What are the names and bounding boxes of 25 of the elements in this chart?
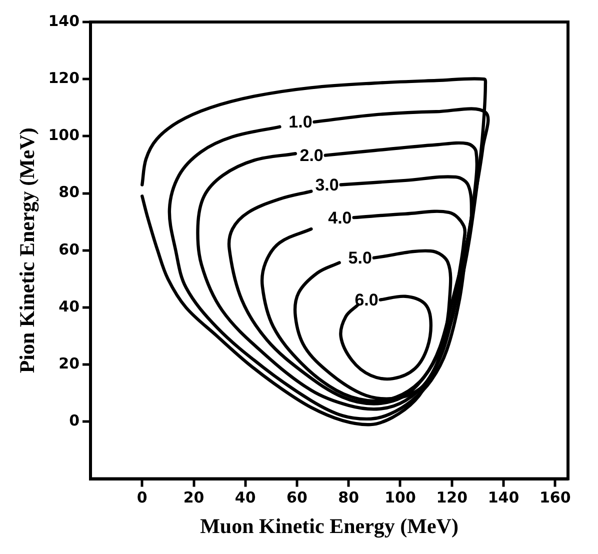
- x-axis-title: Muon Kinetic Energy (MeV): [200, 514, 458, 538]
- series-label: 5.0: [348, 248, 372, 268]
- series-label: 4.0: [328, 208, 352, 228]
- x-tick-label: 60: [286, 488, 308, 507]
- x-tick-label: 80: [338, 488, 360, 507]
- y-tick-label: 100: [48, 126, 80, 144]
- series-label: 2.0: [300, 146, 324, 166]
- x-tick-label: 0: [136, 488, 148, 507]
- y-tick-label: 40: [58, 297, 80, 316]
- y-tick-label: 60: [58, 240, 80, 258]
- y-tick-label: 120: [48, 68, 80, 87]
- x-tick-label: 40: [234, 488, 256, 507]
- y-tick-label: 80: [58, 183, 80, 202]
- x-tick-label: 120: [436, 488, 468, 507]
- x-tick-label: 160: [539, 488, 571, 507]
- series-label: 3.0: [315, 175, 339, 194]
- y-tick-label: 140: [48, 12, 80, 30]
- x-tick-label: 20: [183, 488, 204, 507]
- y-tick-label: 20: [58, 354, 80, 372]
- y-axis-title: Pion Kinetic Energy (MeV): [15, 128, 40, 374]
- series-label: 1.0: [288, 112, 312, 132]
- series-label: 6.0: [354, 290, 378, 310]
- x-tick-label: 100: [384, 488, 416, 507]
- y-tick-label: 0: [69, 412, 80, 430]
- x-tick-label: 140: [488, 488, 520, 507]
